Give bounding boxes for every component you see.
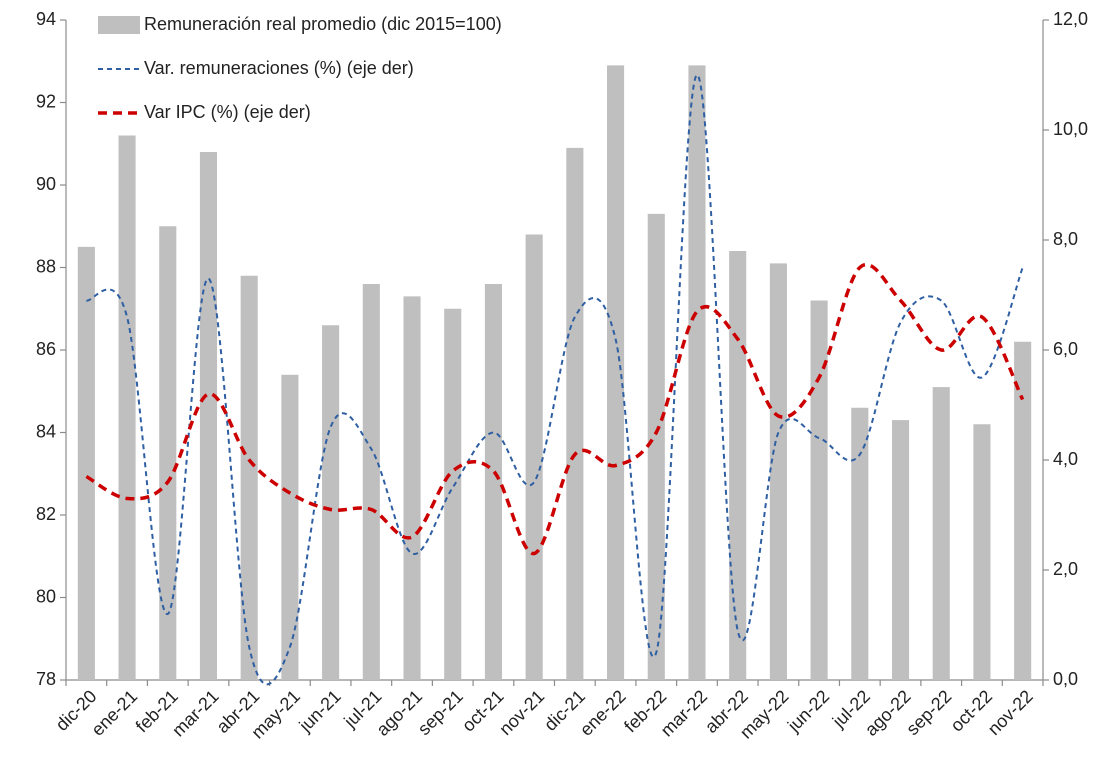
y2-tick-label: 10,0: [1053, 119, 1088, 139]
y-tick-label: 80: [36, 586, 56, 606]
y-tick-label: 82: [36, 504, 56, 524]
y-tick-label: 90: [36, 174, 56, 194]
bar: [444, 308, 462, 680]
x-tick-label: mar-21: [168, 686, 222, 740]
x-tick-label: ene-21: [87, 686, 141, 740]
y2-tick-label: 12,0: [1053, 9, 1088, 29]
y2-tick-label: 4,0: [1053, 449, 1078, 469]
bar: [403, 296, 421, 680]
bar: [1014, 341, 1032, 680]
bar: [810, 300, 828, 680]
bar: [932, 387, 950, 680]
bar: [891, 420, 910, 680]
x-tick-label: sep-22: [902, 686, 955, 739]
bar: [647, 213, 665, 680]
bar: [322, 325, 340, 680]
x-tick-label: ago-21: [372, 686, 426, 740]
y2-tick-label: 2,0: [1053, 559, 1078, 579]
y-tick-label: 92: [36, 91, 56, 111]
bar: [199, 152, 218, 680]
y2-tick-label: 0,0: [1053, 669, 1078, 689]
legend-label: Var IPC (%) (eje der): [144, 102, 311, 122]
x-tick-label: ene-22: [576, 686, 630, 740]
bar: [525, 234, 543, 680]
y2-tick-label: 6,0: [1053, 339, 1078, 359]
y-tick-label: 86: [36, 339, 56, 359]
x-tick-label: ago-22: [861, 686, 915, 740]
x-tick-label: nov-22: [984, 686, 1037, 739]
line: [85, 263, 1025, 556]
x-tick-label: nov-21: [495, 686, 548, 739]
legend-swatch: [98, 16, 140, 34]
bar: [77, 246, 95, 680]
bar: [240, 275, 258, 680]
bar: [484, 284, 502, 680]
x-tick-label: mar-22: [657, 686, 711, 740]
x-tick-label: jun-22: [783, 686, 833, 736]
bar: [607, 65, 625, 680]
bar: [159, 226, 177, 680]
bar: [851, 407, 869, 680]
bar: [688, 65, 706, 680]
bar: [362, 284, 380, 680]
legend-label: Remuneración real promedio (dic 2015=100…: [144, 14, 502, 34]
x-tick-label: sep-21: [414, 686, 467, 739]
bar: [769, 263, 787, 680]
y-tick-label: 94: [36, 9, 56, 29]
y-tick-label: 84: [36, 421, 56, 441]
legend-label: Var. remuneraciones (%) (eje der): [144, 58, 414, 78]
y2-tick-label: 8,0: [1053, 229, 1078, 249]
y-tick-label: 88: [36, 256, 56, 276]
bar: [281, 374, 299, 680]
bar: [566, 147, 584, 680]
x-tick-label: jun-21: [295, 686, 345, 736]
y-tick-label: 78: [36, 669, 56, 689]
line: [85, 73, 1024, 686]
bar: [973, 424, 991, 680]
bar: [729, 251, 747, 680]
bar: [118, 135, 136, 680]
